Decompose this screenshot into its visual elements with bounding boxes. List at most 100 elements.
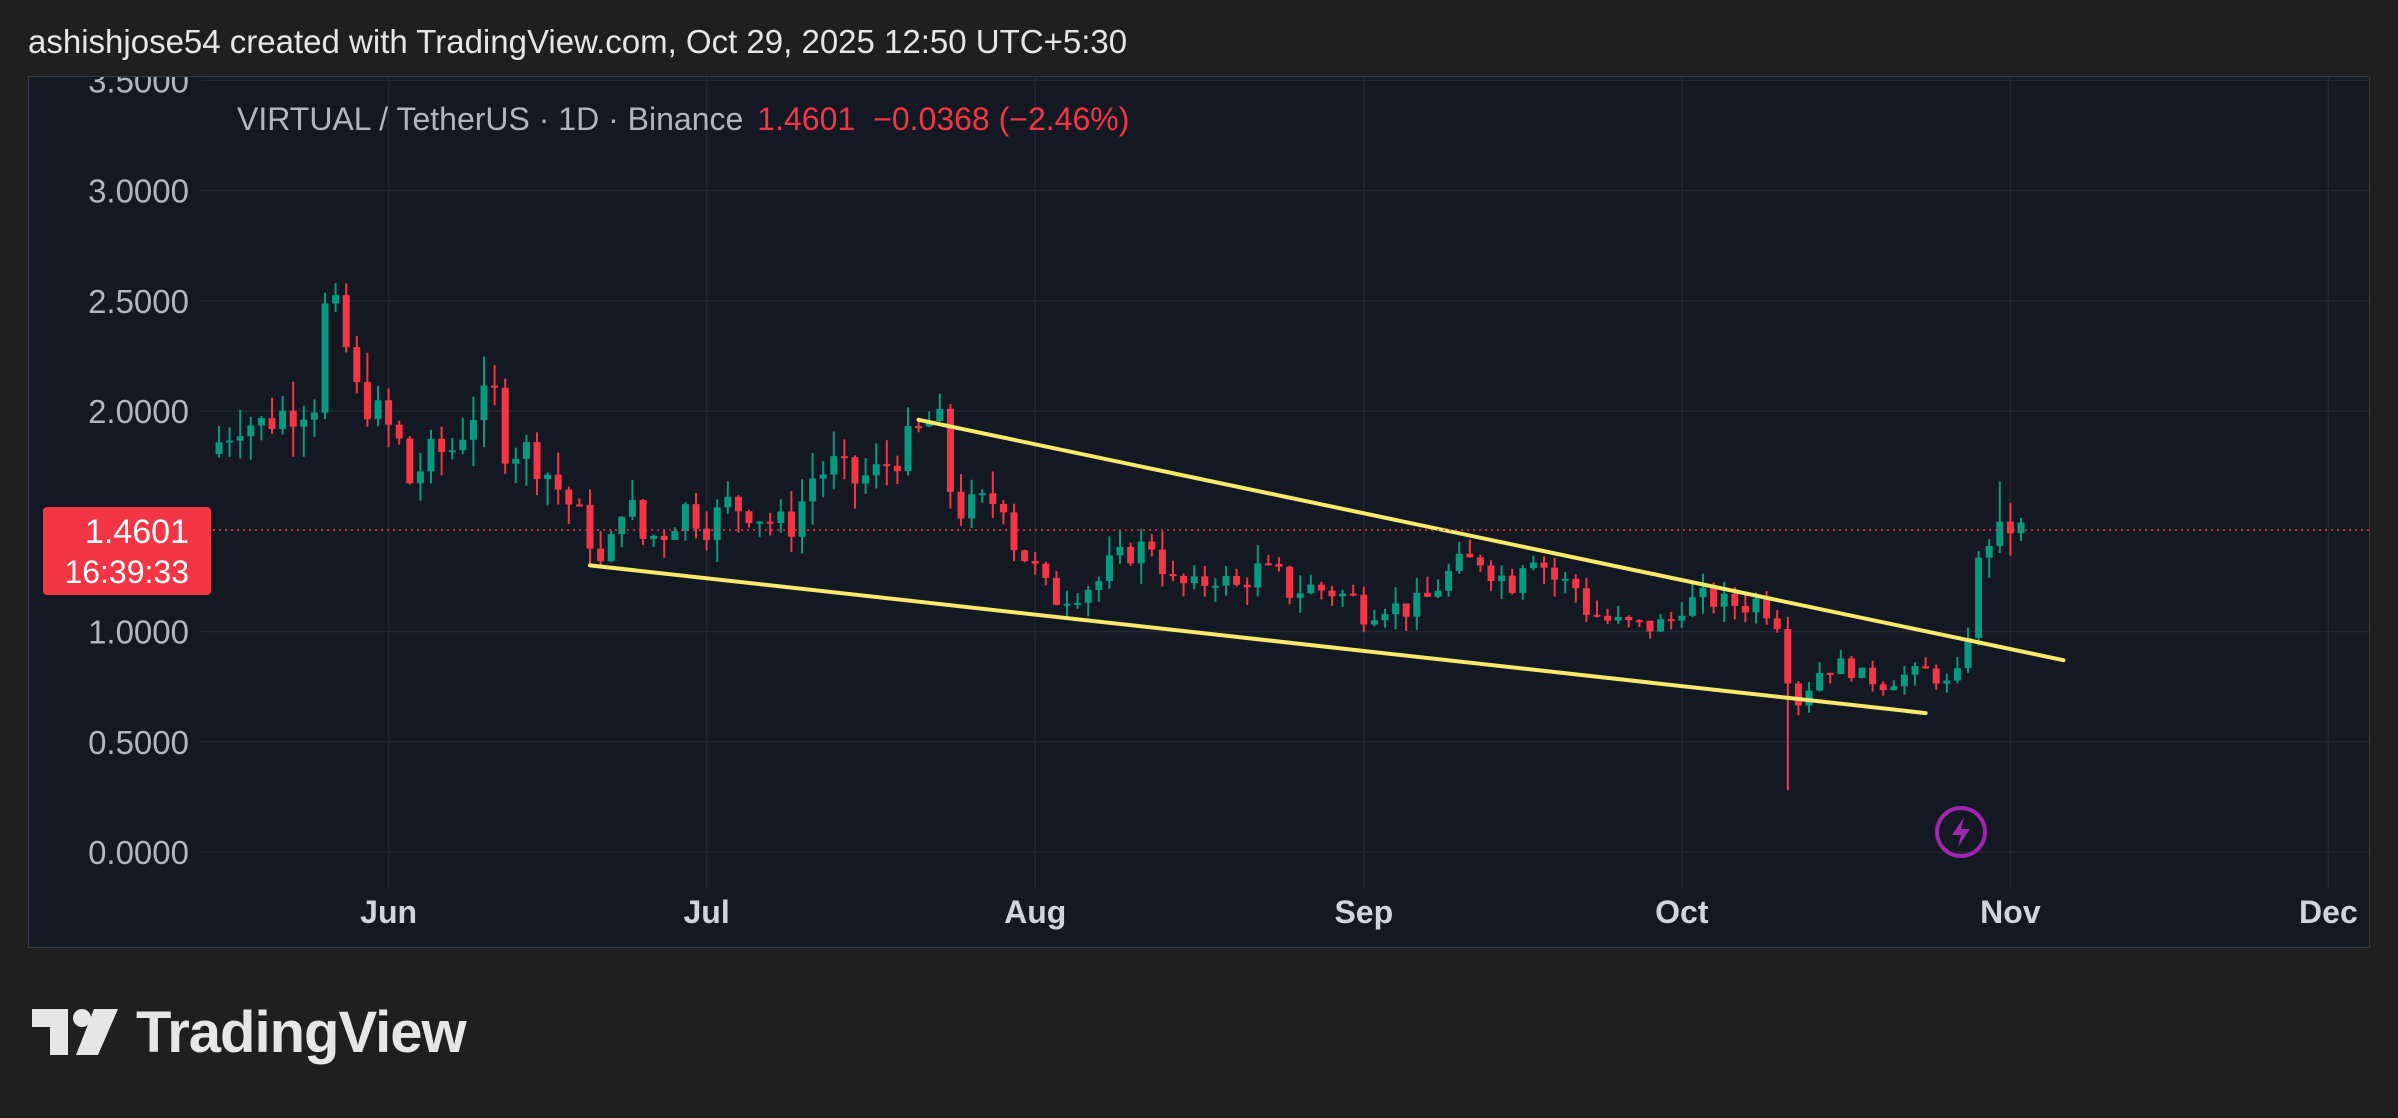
candle-body	[745, 511, 753, 524]
candle-body	[1296, 593, 1304, 598]
candle-body	[1943, 680, 1951, 684]
candle-body	[1529, 562, 1537, 569]
candle-body	[1243, 584, 1251, 588]
candle-body	[416, 471, 424, 484]
candle-body	[1381, 614, 1389, 621]
candle-body	[438, 438, 446, 452]
candle-body	[1890, 686, 1898, 691]
candle-body	[1010, 512, 1018, 551]
candle-body	[1953, 668, 1961, 681]
candle-body	[904, 426, 912, 472]
candle-body	[1667, 619, 1675, 622]
chart-panel[interactable]: 3.5000 3.0000 2.5000 2.0000 1.0000 0.5000 0.00…	[28, 76, 2370, 948]
candle-body	[1996, 521, 2004, 546]
candle-body	[915, 426, 923, 429]
trendline-lower	[588, 563, 1928, 716]
candle-body	[766, 521, 774, 524]
candle-body	[1699, 587, 1707, 598]
candle-body	[819, 474, 827, 479]
candle-body	[236, 436, 244, 441]
candlestick-chart[interactable]: 3.5000 3.0000 2.5000 2.0000 1.0000 0.5000 0.00…	[29, 77, 2370, 948]
candle-body	[1741, 605, 1749, 613]
x-tick-label: Oct	[1655, 894, 1709, 930]
candle-body	[989, 493, 997, 505]
trendline-upper	[916, 417, 2066, 663]
candle-body	[787, 511, 795, 537]
candle-body	[427, 438, 435, 472]
candle-body	[1137, 541, 1145, 564]
legend-last-price: 1.4601	[757, 101, 856, 137]
candle-body	[1074, 602, 1082, 605]
candle-body	[533, 442, 541, 480]
candle-body	[724, 496, 732, 508]
candle-body	[575, 504, 583, 507]
y-tick-label: 2.0000	[88, 393, 189, 430]
candle-body	[1370, 620, 1378, 625]
export-caption: ashishjose54 created with TradingView.co…	[28, 23, 1128, 60]
y-tick-label: 3.0000	[88, 173, 189, 210]
candle-body	[385, 400, 393, 425]
candle-body	[883, 464, 891, 467]
candle-body	[1975, 557, 1983, 638]
candle-body	[1805, 690, 1813, 706]
candle-body	[1487, 565, 1495, 582]
candle-body	[1434, 590, 1442, 597]
candle-body	[268, 418, 276, 430]
candle-body	[1964, 637, 1972, 669]
candle-body	[777, 511, 785, 524]
candle-body	[703, 528, 711, 541]
candle-body	[2017, 522, 2025, 534]
candle-body	[1095, 580, 1103, 591]
candle-body	[1201, 576, 1209, 586]
candle-body	[639, 500, 647, 540]
candle-body	[1519, 568, 1527, 593]
candle-body	[1604, 615, 1612, 621]
candle-body	[1021, 550, 1029, 562]
tradingview-brand[interactable]: TradingView	[32, 999, 467, 1065]
candle-body	[1561, 578, 1569, 581]
last-price-value: 1.4601	[85, 513, 189, 551]
candle-body	[628, 500, 636, 517]
candle-body	[1307, 584, 1315, 594]
candle-body	[1826, 672, 1834, 675]
candle-body	[968, 494, 976, 519]
candle-body	[1932, 668, 1940, 684]
candle-body	[692, 504, 700, 529]
candle-body	[353, 347, 361, 383]
x-tick-label: Nov	[1980, 894, 2041, 930]
candle-body	[671, 530, 679, 541]
candle-body	[1816, 672, 1824, 691]
last-price-label: 1.4601 16:39:33	[43, 507, 211, 595]
x-tick-label: Aug	[1004, 894, 1066, 930]
candle-body	[1869, 667, 1877, 685]
candle-body	[1148, 541, 1156, 550]
candle-body	[300, 419, 308, 427]
candle-body	[809, 478, 817, 502]
candle-body	[999, 504, 1007, 513]
candle-body	[1572, 578, 1580, 589]
candle-body	[1264, 563, 1272, 566]
x-tick-label: Jun	[360, 894, 417, 930]
candle-body	[512, 458, 520, 464]
candle-body	[406, 438, 414, 484]
candle-body	[554, 474, 562, 490]
candle-body	[289, 410, 297, 427]
candle-body	[1731, 593, 1739, 606]
candle-body	[1678, 615, 1686, 621]
candle-body	[1540, 562, 1548, 568]
candle-body	[1985, 545, 1993, 558]
candle-body	[872, 464, 880, 476]
candle-body	[310, 412, 318, 420]
candle-body	[1211, 585, 1219, 588]
candle-body	[363, 382, 371, 420]
lightning-icon[interactable]	[1934, 805, 1988, 859]
candle-body	[1476, 557, 1484, 566]
brand-name: TradingView	[136, 999, 467, 1065]
candle-body	[607, 534, 615, 562]
candle-body	[1349, 593, 1357, 596]
candle-body	[1646, 620, 1654, 632]
candle-body	[395, 424, 403, 439]
candle-body	[862, 475, 870, 484]
candle-body	[1614, 616, 1622, 621]
candle-body	[1635, 620, 1643, 623]
